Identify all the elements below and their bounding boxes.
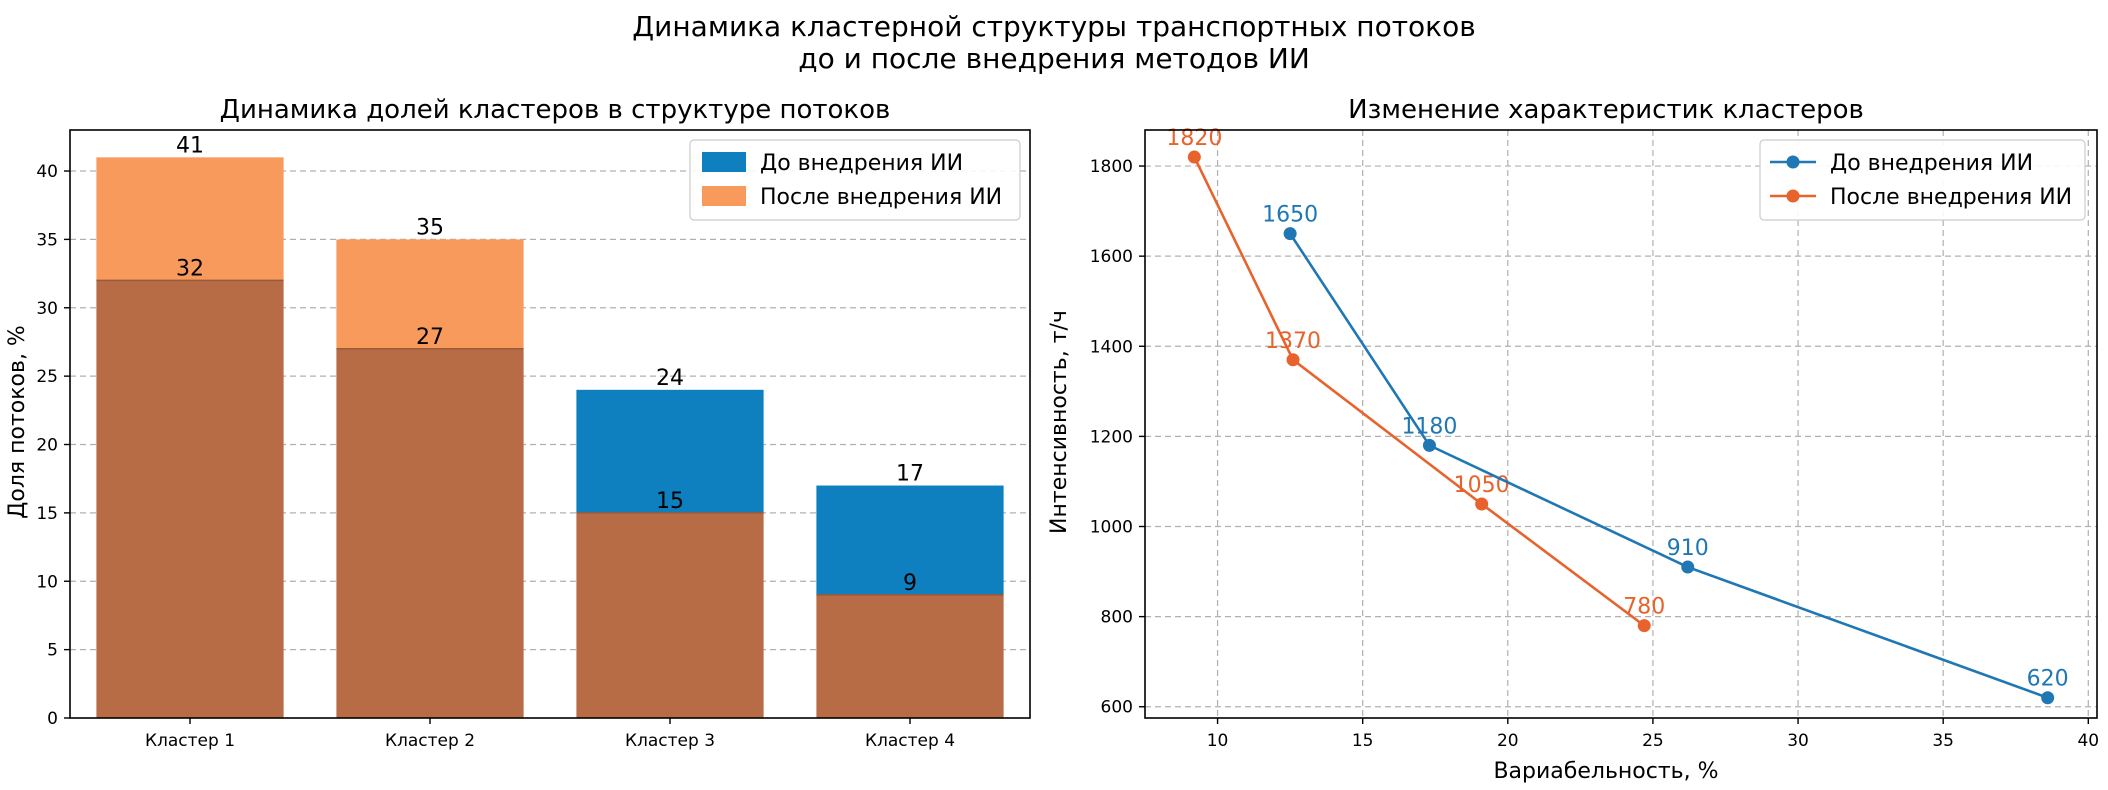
bar-overlap-2 — [336, 348, 524, 718]
bar-ytick-label: 30 — [36, 299, 58, 319]
bar-label-before-3: 24 — [656, 366, 684, 391]
line-ytick-label: 1800 — [1090, 157, 1133, 177]
bar-before-4 — [816, 485, 1004, 595]
line-chart-ylabel: Интенсивность, т/ч — [1047, 310, 1072, 534]
line-xtick-label: 40 — [2077, 731, 2099, 751]
line-xtick-label: 10 — [1207, 731, 1229, 751]
point-label-before-1: 1650 — [1262, 203, 1318, 228]
bar-chart-title: Динамика долей кластеров в структуре пот… — [220, 95, 891, 125]
point-label-before-3: 910 — [1667, 536, 1709, 561]
bar-overlap-4 — [816, 594, 1004, 718]
legend-box — [689, 139, 1021, 221]
point-after-2 — [1286, 353, 1300, 367]
legend-marker-after — [1786, 189, 1800, 203]
bar-chart-frame — [69, 129, 1031, 719]
line-chart-xlabel: Вариабельность, % — [1493, 759, 1718, 784]
line-chart: Изменение характеристик кластеров 182013… — [1047, 95, 2099, 784]
line-ytick-label: 1400 — [1090, 337, 1133, 357]
bar-xtick-label: Кластер 3 — [625, 731, 715, 751]
bar-label-after-2: 35 — [416, 215, 444, 240]
bar-label-after-4: 9 — [903, 571, 917, 596]
legend-swatch-after — [702, 186, 746, 206]
line-ytick-label: 600 — [1101, 698, 1133, 718]
line-xtick-label: 20 — [1497, 731, 1519, 751]
legend-label-after: После внедрения ИИ — [1830, 185, 2072, 210]
bar-ytick-label: 35 — [36, 230, 58, 250]
bar-ytick-label: 25 — [36, 367, 58, 387]
bar-ytick-label: 15 — [36, 504, 58, 524]
line-ytick-label: 800 — [1101, 608, 1133, 628]
bar-after-1 — [96, 157, 284, 281]
legend-marker-before — [1786, 155, 1800, 169]
line-xtick-label: 15 — [1352, 731, 1374, 751]
series-line-after — [1193, 156, 1645, 627]
point-after-3 — [1475, 497, 1489, 511]
bar-overlap-1 — [96, 280, 284, 718]
line-chart-frame — [1144, 129, 2098, 719]
bar-ytick-label: 10 — [36, 572, 58, 592]
point-after-1 — [1187, 150, 1201, 164]
bar-label-after-1: 41 — [176, 133, 204, 158]
line-ytick-label: 1200 — [1090, 427, 1133, 447]
point-before-2 — [1422, 438, 1436, 452]
bar-label-before-1: 32 — [176, 256, 204, 281]
point-label-before-2: 1180 — [1401, 414, 1457, 439]
line-xtick-label: 35 — [1932, 731, 1954, 751]
bar-ytick-label: 20 — [36, 436, 58, 456]
point-label-after-3: 1050 — [1454, 473, 1510, 498]
bar-xtick-label: Кластер 4 — [865, 731, 955, 751]
bar-overlap-3 — [576, 512, 764, 718]
legend-label-after: После внедрения ИИ — [760, 185, 1002, 210]
bar-chart-legend: До внедрения ИИ После внедрения ИИ — [689, 139, 1021, 221]
legend-box — [1759, 139, 2086, 221]
line-xtick-label: 30 — [1787, 731, 1809, 751]
series-line-before — [1289, 232, 2049, 699]
point-before-1 — [1283, 227, 1297, 241]
bar-xtick-label: Кластер 2 — [385, 731, 475, 751]
bar-label-after-3: 15 — [656, 489, 684, 514]
bar-xtick-label: Кластер 1 — [145, 731, 235, 751]
point-before-4 — [2041, 691, 2055, 705]
bar-before-3 — [576, 389, 764, 513]
legend-label-before: До внедрения ИИ — [1830, 151, 2033, 176]
line-chart-title: Изменение характеристик кластеров — [1348, 95, 1864, 125]
line-ytick-label: 1000 — [1090, 518, 1133, 538]
bar-ytick-label: 5 — [47, 641, 58, 661]
line-xtick-label: 25 — [1642, 731, 1664, 751]
bar-chart: Динамика долей кластеров в структуре пот… — [5, 95, 1031, 751]
bar-label-before-2: 27 — [416, 325, 444, 350]
point-label-after-2: 1370 — [1265, 329, 1321, 354]
point-label-before-4: 620 — [2027, 667, 2069, 692]
point-label-after-4: 780 — [1623, 595, 1665, 620]
figure-title-line1: Динамика кластерной структуры транспортн… — [632, 10, 1475, 43]
line-chart-legend: До внедрения ИИ После внедрения ИИ — [1759, 139, 2086, 221]
bar-ytick-label: 0 — [47, 709, 58, 729]
bar-label-before-4: 17 — [896, 462, 924, 487]
figure-title-line2: до и после внедрения методов ИИ — [798, 42, 1310, 75]
bar-ytick-label: 40 — [36, 162, 58, 182]
bar-chart-ylabel: Доля потоков, % — [5, 325, 30, 519]
point-after-4 — [1637, 619, 1651, 633]
point-before-3 — [1681, 560, 1695, 574]
legend-swatch-before — [702, 152, 746, 172]
bar-after-2 — [336, 239, 524, 349]
line-ytick-label: 1600 — [1090, 247, 1133, 267]
legend-label-before: До внедрения ИИ — [760, 151, 963, 176]
